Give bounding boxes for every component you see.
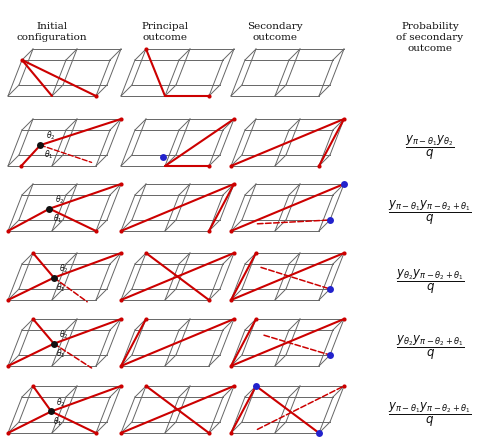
Text: $\dfrac{y_{\theta_2}y_{\pi-\theta_2+\theta_1}}{q}$: $\dfrac{y_{\theta_2}y_{\pi-\theta_2+\the… [396,268,465,296]
Text: Principal
outcome: Principal outcome [141,22,188,42]
Text: Secondary
outcome: Secondary outcome [247,22,303,42]
Text: Probability
of secondary
outcome: Probability of secondary outcome [396,22,464,53]
Text: $\theta_2$: $\theta_2$ [59,262,69,275]
Text: $\dfrac{y_{\pi-\theta_1}y_{\pi-\theta_2+\theta_1}}{q}$: $\dfrac{y_{\pi-\theta_1}y_{\pi-\theta_2+… [388,199,472,227]
Text: $\dfrac{y_{\pi-\theta_1}y_{\pi-\theta_2+\theta_1}}{q}$: $\dfrac{y_{\pi-\theta_1}y_{\pi-\theta_2+… [388,401,472,429]
Text: $\theta_1$: $\theta_1$ [54,415,63,428]
Text: $\theta_1$: $\theta_1$ [43,149,53,161]
Text: $\theta_2$: $\theta_2$ [59,329,69,341]
Text: $\theta_2$: $\theta_2$ [45,130,55,143]
Text: $\theta_2$: $\theta_2$ [56,396,66,408]
Text: $\theta_1$: $\theta_1$ [56,281,65,294]
Text: Initial
configuration: Initial configuration [17,22,87,42]
Text: $\theta_2$: $\theta_2$ [54,194,64,206]
Text: $\dfrac{y_{\pi-\theta_1}y_{\theta_2}}{q}$: $\dfrac{y_{\pi-\theta_1}y_{\theta_2}}{q}… [405,134,455,162]
Text: $\theta_1$: $\theta_1$ [56,348,65,360]
Text: $\dfrac{y_{\theta_2}y_{\pi-\theta_2+\theta_1}}{q}$: $\dfrac{y_{\theta_2}y_{\pi-\theta_2+\the… [396,334,465,362]
Text: $\theta_1$: $\theta_1$ [53,212,62,225]
